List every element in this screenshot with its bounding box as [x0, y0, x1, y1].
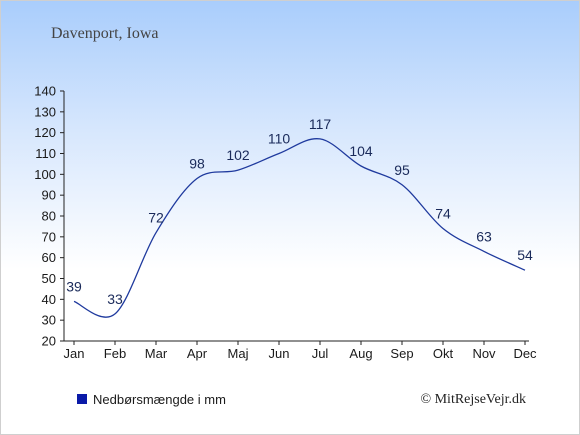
data-label: 63: [476, 228, 492, 244]
x-tick-label: Apr: [187, 346, 208, 361]
data-labels: 39 33 72 98 102 110 117 104 95 74 63 54: [66, 116, 533, 307]
y-tick-label: 130: [34, 104, 56, 119]
data-label: 104: [349, 143, 373, 159]
y-tick-label: 50: [42, 271, 56, 286]
x-tick-label: Jul: [312, 346, 329, 361]
credit-text: © MitRejseVejr.dk: [420, 392, 526, 407]
x-axis-ticks: Jan Feb Mar Apr Maj Jun Jul Aug Sep Okt Nov Dec: [64, 341, 537, 361]
y-tick-label: 70: [42, 229, 56, 244]
x-tick-label: Mar: [145, 346, 168, 361]
y-tick-label: 20: [42, 334, 56, 349]
data-label: 117: [309, 116, 332, 132]
y-tick-label: 30: [42, 313, 56, 328]
x-tick-label: Maj: [228, 346, 249, 361]
y-tick-label: 110: [35, 146, 56, 161]
y-tick-label: 90: [42, 188, 56, 203]
x-tick-label: Dec: [513, 346, 537, 361]
data-label: 110: [268, 131, 291, 147]
x-tick-label: Nov: [472, 346, 496, 361]
chart-axes: [63, 91, 529, 342]
x-tick-label: Okt: [433, 346, 454, 361]
y-tick-label: 80: [42, 209, 56, 224]
y-tick-label: 120: [34, 125, 56, 140]
data-label: 54: [517, 247, 533, 263]
y-tick-label: 40: [42, 292, 56, 307]
legend-swatch: [77, 394, 87, 404]
y-axis-ticks: 20 30 40 50 60 70 80 90 100 110 120 130 140: [34, 84, 64, 349]
x-tick-label: Sep: [390, 346, 413, 361]
data-label: 98: [189, 156, 205, 172]
chart-title: Davenport, Iowa: [51, 25, 159, 42]
data-label: 39: [66, 278, 82, 294]
y-tick-label: 100: [34, 167, 56, 182]
x-tick-label: Jan: [64, 346, 85, 361]
series-line: [73, 138, 526, 318]
data-label: 102: [226, 147, 250, 163]
data-label: 72: [148, 210, 164, 226]
y-tick-label: 140: [34, 84, 56, 99]
x-tick-label: Jun: [269, 346, 290, 361]
legend-label: Nedbørsmængde i mm: [93, 392, 226, 407]
x-tick-label: Aug: [349, 346, 372, 361]
data-label: 95: [394, 162, 410, 178]
x-tick-label: Feb: [104, 346, 126, 361]
data-label: 74: [435, 206, 451, 222]
y-tick-label: 60: [42, 250, 56, 265]
data-label: 33: [107, 291, 123, 307]
